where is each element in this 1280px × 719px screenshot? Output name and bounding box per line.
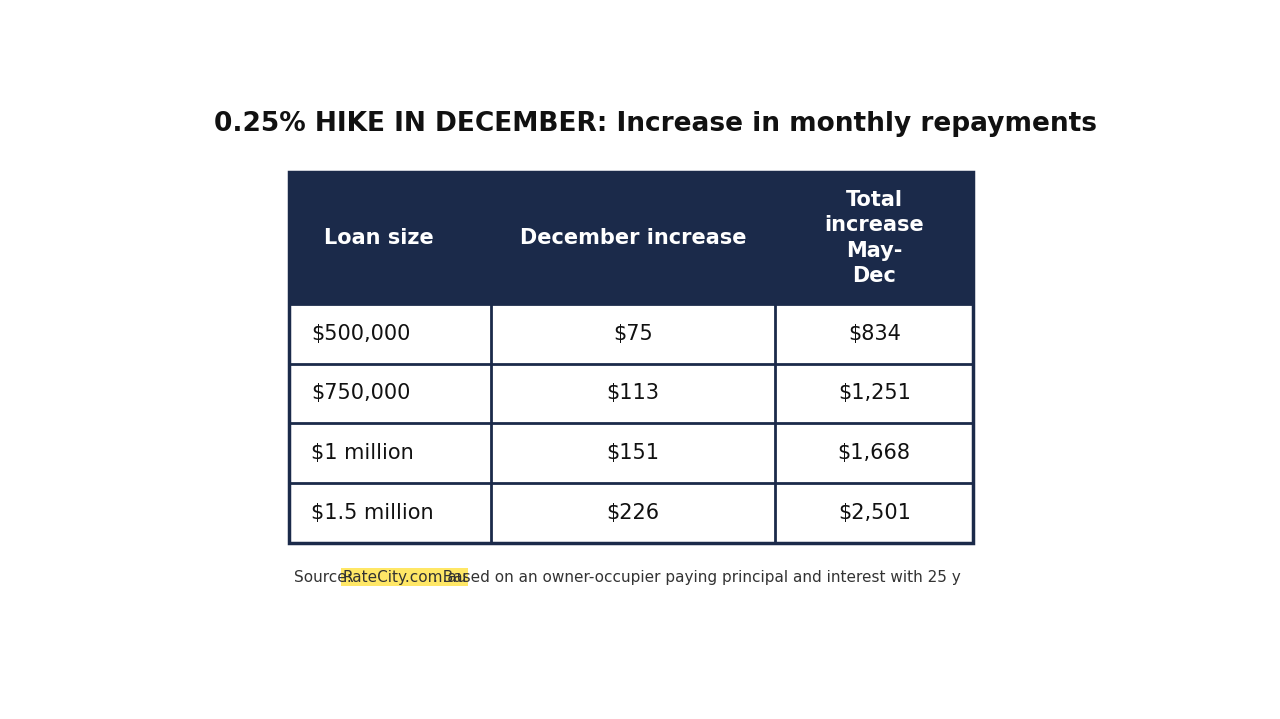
Text: $226: $226 bbox=[607, 503, 659, 523]
Text: . Based on an owner-occupier paying principal and interest with 25 y: . Based on an owner-occupier paying prin… bbox=[433, 569, 960, 585]
Text: Source:: Source: bbox=[294, 569, 357, 585]
Text: $1,251: $1,251 bbox=[837, 383, 910, 403]
Text: $834: $834 bbox=[847, 324, 901, 344]
Text: $1.5 million: $1.5 million bbox=[311, 503, 434, 523]
Text: $1,668: $1,668 bbox=[837, 444, 910, 463]
Text: $75: $75 bbox=[613, 324, 653, 344]
Text: 0.25% HIKE IN DECEMBER: Increase in monthly repayments: 0.25% HIKE IN DECEMBER: Increase in mont… bbox=[215, 111, 1097, 137]
Text: $750,000: $750,000 bbox=[311, 383, 410, 403]
Text: December increase: December increase bbox=[520, 228, 746, 248]
Text: $2,501: $2,501 bbox=[837, 503, 910, 523]
Text: $113: $113 bbox=[607, 383, 659, 403]
Text: $500,000: $500,000 bbox=[311, 324, 410, 344]
Text: Total
increase
May-
Dec: Total increase May- Dec bbox=[824, 190, 924, 286]
Text: Loan size: Loan size bbox=[324, 228, 434, 248]
Text: RateCity.com.au: RateCity.com.au bbox=[342, 569, 466, 585]
Text: $151: $151 bbox=[607, 444, 659, 463]
Text: $1 million: $1 million bbox=[311, 444, 413, 463]
